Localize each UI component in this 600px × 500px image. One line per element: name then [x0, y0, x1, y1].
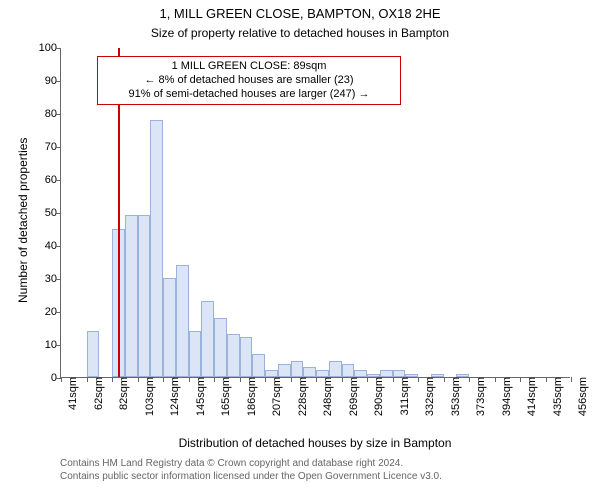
- histogram-bar: [291, 361, 304, 378]
- x-tick-mark: [87, 377, 88, 382]
- histogram-bar: [265, 370, 278, 377]
- footer-line-2: Contains public sector information licen…: [60, 471, 442, 484]
- info-box: 1 MILL GREEN CLOSE: 89sqm← 8% of detache…: [97, 56, 401, 105]
- chart-title: 1, MILL GREEN CLOSE, BAMPTON, OX18 2HE: [0, 6, 600, 21]
- x-tick-mark: [112, 377, 113, 382]
- x-tick-mark: [214, 377, 215, 382]
- histogram-bar: [405, 374, 418, 377]
- x-tick-label: 41sqm: [61, 377, 79, 410]
- x-tick-mark: [316, 377, 317, 382]
- histogram-bar: [138, 215, 151, 377]
- y-tick-mark: [56, 180, 61, 181]
- x-tick-label: 82sqm: [112, 377, 130, 410]
- info-box-line-2: ← 8% of detached houses are smaller (23): [104, 74, 394, 88]
- histogram-bar: [163, 278, 176, 377]
- histogram-bar: [189, 331, 202, 377]
- histogram-bar: [240, 337, 253, 377]
- x-tick-mark: [291, 377, 292, 382]
- y-tick-mark: [56, 312, 61, 313]
- y-tick-mark: [56, 48, 61, 49]
- x-tick-label: 186sqm: [240, 377, 258, 416]
- x-tick-mark: [418, 377, 419, 382]
- x-tick-label: 311sqm: [393, 377, 411, 415]
- histogram-bar: [214, 318, 227, 377]
- x-tick-label: 332sqm: [418, 377, 436, 416]
- histogram-bar: [367, 374, 380, 377]
- x-tick-label: 456sqm: [571, 377, 589, 416]
- x-tick-label: 394sqm: [495, 377, 513, 416]
- x-tick-mark: [495, 377, 496, 382]
- histogram-bar: [316, 370, 329, 377]
- histogram-bar: [252, 354, 265, 377]
- histogram-bar: [303, 367, 316, 377]
- x-tick-label: 145sqm: [189, 377, 207, 416]
- x-tick-mark: [61, 377, 62, 382]
- x-tick-mark: [546, 377, 547, 382]
- x-tick-mark: [138, 377, 139, 382]
- x-tick-mark: [163, 377, 164, 382]
- histogram-bar: [456, 374, 469, 377]
- y-tick-mark: [56, 114, 61, 115]
- y-tick-mark: [56, 213, 61, 214]
- x-tick-label: 435sqm: [546, 377, 564, 416]
- x-tick-label: 248sqm: [316, 377, 334, 416]
- histogram-bar: [393, 370, 406, 377]
- histogram-bar: [380, 370, 393, 377]
- x-tick-label: 290sqm: [367, 377, 385, 416]
- histogram-bar: [329, 361, 342, 378]
- plot-area: 010203040506070809010041sqm62sqm82sqm103…: [60, 48, 570, 378]
- y-tick-mark: [56, 345, 61, 346]
- info-box-line-1: 1 MILL GREEN CLOSE: 89sqm: [104, 60, 394, 74]
- histogram-bar: [125, 215, 138, 377]
- x-tick-label: 228sqm: [291, 377, 309, 416]
- footer-line-1: Contains HM Land Registry data © Crown c…: [60, 458, 442, 471]
- histogram-bar: [354, 370, 367, 377]
- histogram-bar: [227, 334, 240, 377]
- x-tick-mark: [469, 377, 470, 382]
- x-tick-label: 353sqm: [444, 377, 462, 416]
- x-tick-mark: [520, 377, 521, 382]
- x-tick-label: 414sqm: [520, 377, 538, 416]
- x-tick-mark: [571, 377, 572, 382]
- histogram-bar: [87, 331, 100, 377]
- x-tick-mark: [444, 377, 445, 382]
- x-tick-label: 165sqm: [214, 377, 232, 416]
- x-tick-mark: [265, 377, 266, 382]
- histogram-bar: [201, 301, 214, 377]
- x-tick-label: 269sqm: [342, 377, 360, 416]
- histogram-bar: [278, 364, 291, 377]
- x-tick-label: 124sqm: [163, 377, 181, 416]
- chart-subtitle: Size of property relative to detached ho…: [0, 26, 600, 40]
- x-tick-mark: [342, 377, 343, 382]
- y-tick-mark: [56, 147, 61, 148]
- histogram-bar: [431, 374, 444, 377]
- info-box-line-3: 91% of semi-detached houses are larger (…: [104, 88, 394, 102]
- histogram-bar: [150, 120, 163, 377]
- x-tick-label: 62sqm: [87, 377, 105, 410]
- y-tick-mark: [56, 81, 61, 82]
- y-tick-mark: [56, 279, 61, 280]
- footer-text: Contains HM Land Registry data © Crown c…: [60, 458, 442, 483]
- x-tick-mark: [393, 377, 394, 382]
- x-tick-mark: [367, 377, 368, 382]
- x-tick-mark: [189, 377, 190, 382]
- x-tick-label: 103sqm: [138, 377, 156, 416]
- histogram-bar: [176, 265, 189, 377]
- x-axis-label: Distribution of detached houses by size …: [60, 436, 570, 450]
- histogram-bar: [342, 364, 355, 377]
- x-tick-label: 373sqm: [469, 377, 487, 416]
- y-tick-mark: [56, 246, 61, 247]
- x-tick-mark: [240, 377, 241, 382]
- x-tick-label: 207sqm: [265, 377, 283, 416]
